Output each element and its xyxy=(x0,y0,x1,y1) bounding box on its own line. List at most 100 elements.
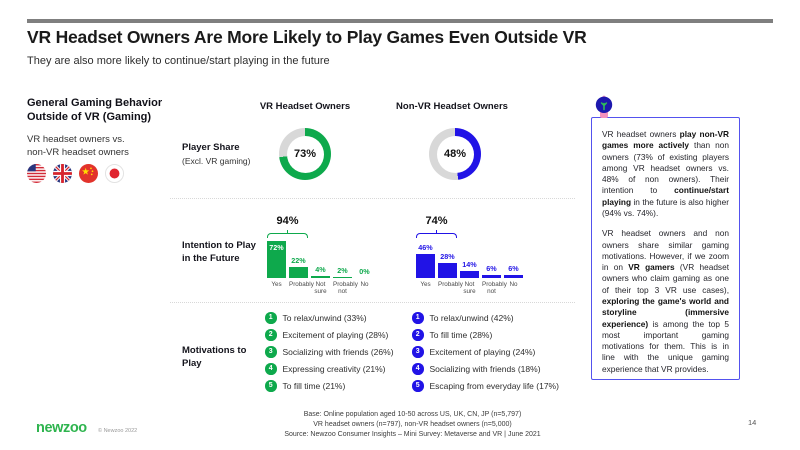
bar-yes: 46% xyxy=(416,238,435,278)
motivation-label: Escaping from everyday life (17%) xyxy=(429,380,559,391)
bracket-label-nonvr: 74% xyxy=(425,215,448,227)
motivation-list-vr: 1 To relax/unwind (33%) 2 Excitement of pla… xyxy=(265,312,394,397)
bar-value-label: 4% xyxy=(315,264,326,274)
donut-chart-nonvr-player-share: 48% xyxy=(429,128,481,180)
motivation-item: 2 Excitement of playing (28%) xyxy=(265,329,394,341)
bar-no: 0% xyxy=(355,238,374,278)
row-divider xyxy=(170,302,575,303)
bar-category-label: Not sure xyxy=(463,281,476,296)
bar-category-label: Not sure xyxy=(314,281,327,296)
bar-yes: 72% xyxy=(267,238,286,278)
row-label-intention: Intention to Play in the Future xyxy=(182,240,256,264)
rank-badge: 5 xyxy=(412,380,424,392)
rank-badge: 2 xyxy=(265,329,277,341)
motivation-item: 2 To fill time (28%) xyxy=(412,329,559,341)
bar-category-label: Yes xyxy=(420,281,431,288)
motivation-item: 3 Excitement of playing (24%) xyxy=(412,346,559,358)
bar-category-label: Probably xyxy=(438,281,463,288)
bar-category-label: Probably not xyxy=(333,281,358,296)
bar-category-label: No xyxy=(360,281,369,288)
bar-value-label: 22% xyxy=(291,255,306,265)
motivation-item: 5 Escaping from everyday life (17%) xyxy=(412,380,559,392)
insight-paragraph: VR headset owners play non-VR games more… xyxy=(602,129,729,218)
bar-category-label: Probably not xyxy=(482,281,507,296)
bar-probably-not: 2% xyxy=(333,238,352,278)
newzoo-logo: newzoo xyxy=(36,420,87,436)
column-header-nonvr: Non-VR Headset Owners xyxy=(396,101,508,112)
bar-value-label: 14% xyxy=(462,259,477,269)
rank-badge: 2 xyxy=(412,329,424,341)
motivation-label: To relax/unwind (33%) xyxy=(282,312,367,323)
row-divider xyxy=(170,198,575,199)
lightbulb-icon xyxy=(595,95,613,118)
bracket-nonvr: 74% xyxy=(416,212,523,238)
rank-badge: 4 xyxy=(412,363,424,375)
motivation-item: 3 Socializing with friends (26%) xyxy=(265,346,394,358)
bracket-shape-vr xyxy=(267,230,308,238)
bar-chart-nonvr-intention: 74% 46% 28% 14% 6% 6% Yes Probably Not sure Pro… xyxy=(416,212,523,295)
bar-value-label: 72% xyxy=(269,242,284,252)
bar-not-sure: 4% xyxy=(311,238,330,278)
donut-value-vr: 73% xyxy=(293,148,317,160)
us-flag-icon xyxy=(27,164,46,183)
base-line: Base: Online population aged 10-50 acros… xyxy=(303,411,522,418)
top-accent-bar xyxy=(27,19,773,23)
motivation-item: 4 Socializing with friends (18%) xyxy=(412,363,559,375)
page-number: 14 xyxy=(748,418,757,427)
bar-value-label: 46% xyxy=(418,243,433,253)
section-subheading: VR headset owners vs. non-VR headset own… xyxy=(27,134,129,158)
motivation-item: 5 To fill time (21%) xyxy=(265,380,394,392)
motivation-label: To fill time (21%) xyxy=(282,380,346,391)
bar-category-label: No xyxy=(509,281,518,288)
motivation-label: Expressing creativity (21%) xyxy=(282,363,386,374)
rank-badge: 5 xyxy=(265,380,277,392)
bar-category-label: Yes xyxy=(271,281,282,288)
motivation-list-nonvr: 1 To relax/unwind (42%) 2 To fill time (28%… xyxy=(412,312,559,397)
rank-badge: 3 xyxy=(412,346,424,358)
bar-probably: 28% xyxy=(438,238,457,278)
rank-badge: 3 xyxy=(265,346,277,358)
country-flags xyxy=(27,164,124,183)
bar-value-label: 6% xyxy=(486,263,497,273)
bar-chart-vr-intention: 94% 72% 22% 4% 2% 0% Yes Probably Not sure Prob… xyxy=(267,212,374,295)
row-label-player-share: Player Share xyxy=(182,142,240,153)
insight-paragraph: VR headset owners and non owners share s… xyxy=(602,228,729,374)
motivation-label: Excitement of playing (24%) xyxy=(429,346,536,357)
page-subtitle: They are also more likely to continue/st… xyxy=(27,55,330,67)
donut-value-nonvr: 48% xyxy=(443,148,467,160)
japan-flag-icon xyxy=(105,164,124,183)
base-line: VR headset owners (n=797), non-VR headse… xyxy=(313,421,512,429)
row-note-excl-vr-gaming: (Excl. VR gaming) xyxy=(182,156,251,166)
bracket-label-vr: 94% xyxy=(276,215,299,227)
motivation-item: 1 To relax/unwind (33%) xyxy=(265,312,394,324)
copyright-text: © Newzoo 2022 xyxy=(98,428,138,434)
motivation-item: 1 To relax/unwind (42%) xyxy=(412,312,559,324)
source-note: Base: Online population aged 10-50 acros… xyxy=(230,410,595,440)
bar-no: 6% xyxy=(504,238,523,278)
motivation-label: To fill time (28%) xyxy=(429,329,493,340)
rank-badge: 1 xyxy=(265,312,277,324)
bar-value-label: 28% xyxy=(440,252,455,262)
bar-not-sure: 14% xyxy=(460,238,479,278)
bar-value-label: 6% xyxy=(508,263,519,273)
uk-flag-icon xyxy=(53,164,72,183)
donut-chart-vr-player-share: 73% xyxy=(279,128,331,180)
bar-category-label: Probably xyxy=(289,281,314,288)
bar-probably: 22% xyxy=(289,238,308,278)
motivation-item: 4 Expressing creativity (21%) xyxy=(265,363,394,375)
rank-badge: 1 xyxy=(412,312,424,324)
bar-probably-not: 6% xyxy=(482,238,501,278)
motivation-label: Socializing with friends (26%) xyxy=(282,346,394,357)
row-label-motivations: Motivations to Play xyxy=(182,345,247,369)
bracket-shape-nonvr xyxy=(416,230,457,238)
motivation-label: Excitement of playing (28%) xyxy=(282,329,389,340)
bar-value-label: 0% xyxy=(359,267,370,276)
china-flag-icon xyxy=(79,164,98,183)
bracket-vr: 94% xyxy=(267,212,374,238)
motivation-label: To relax/unwind (42%) xyxy=(429,312,514,323)
base-line: Source: Newzoo Consumer Insights – Mini … xyxy=(284,431,541,439)
motivation-label: Socializing with friends (18%) xyxy=(429,363,541,374)
column-header-vr: VR Headset Owners xyxy=(259,101,351,112)
page-title: VR Headset Owners Are More Likely to Pla… xyxy=(27,27,587,47)
